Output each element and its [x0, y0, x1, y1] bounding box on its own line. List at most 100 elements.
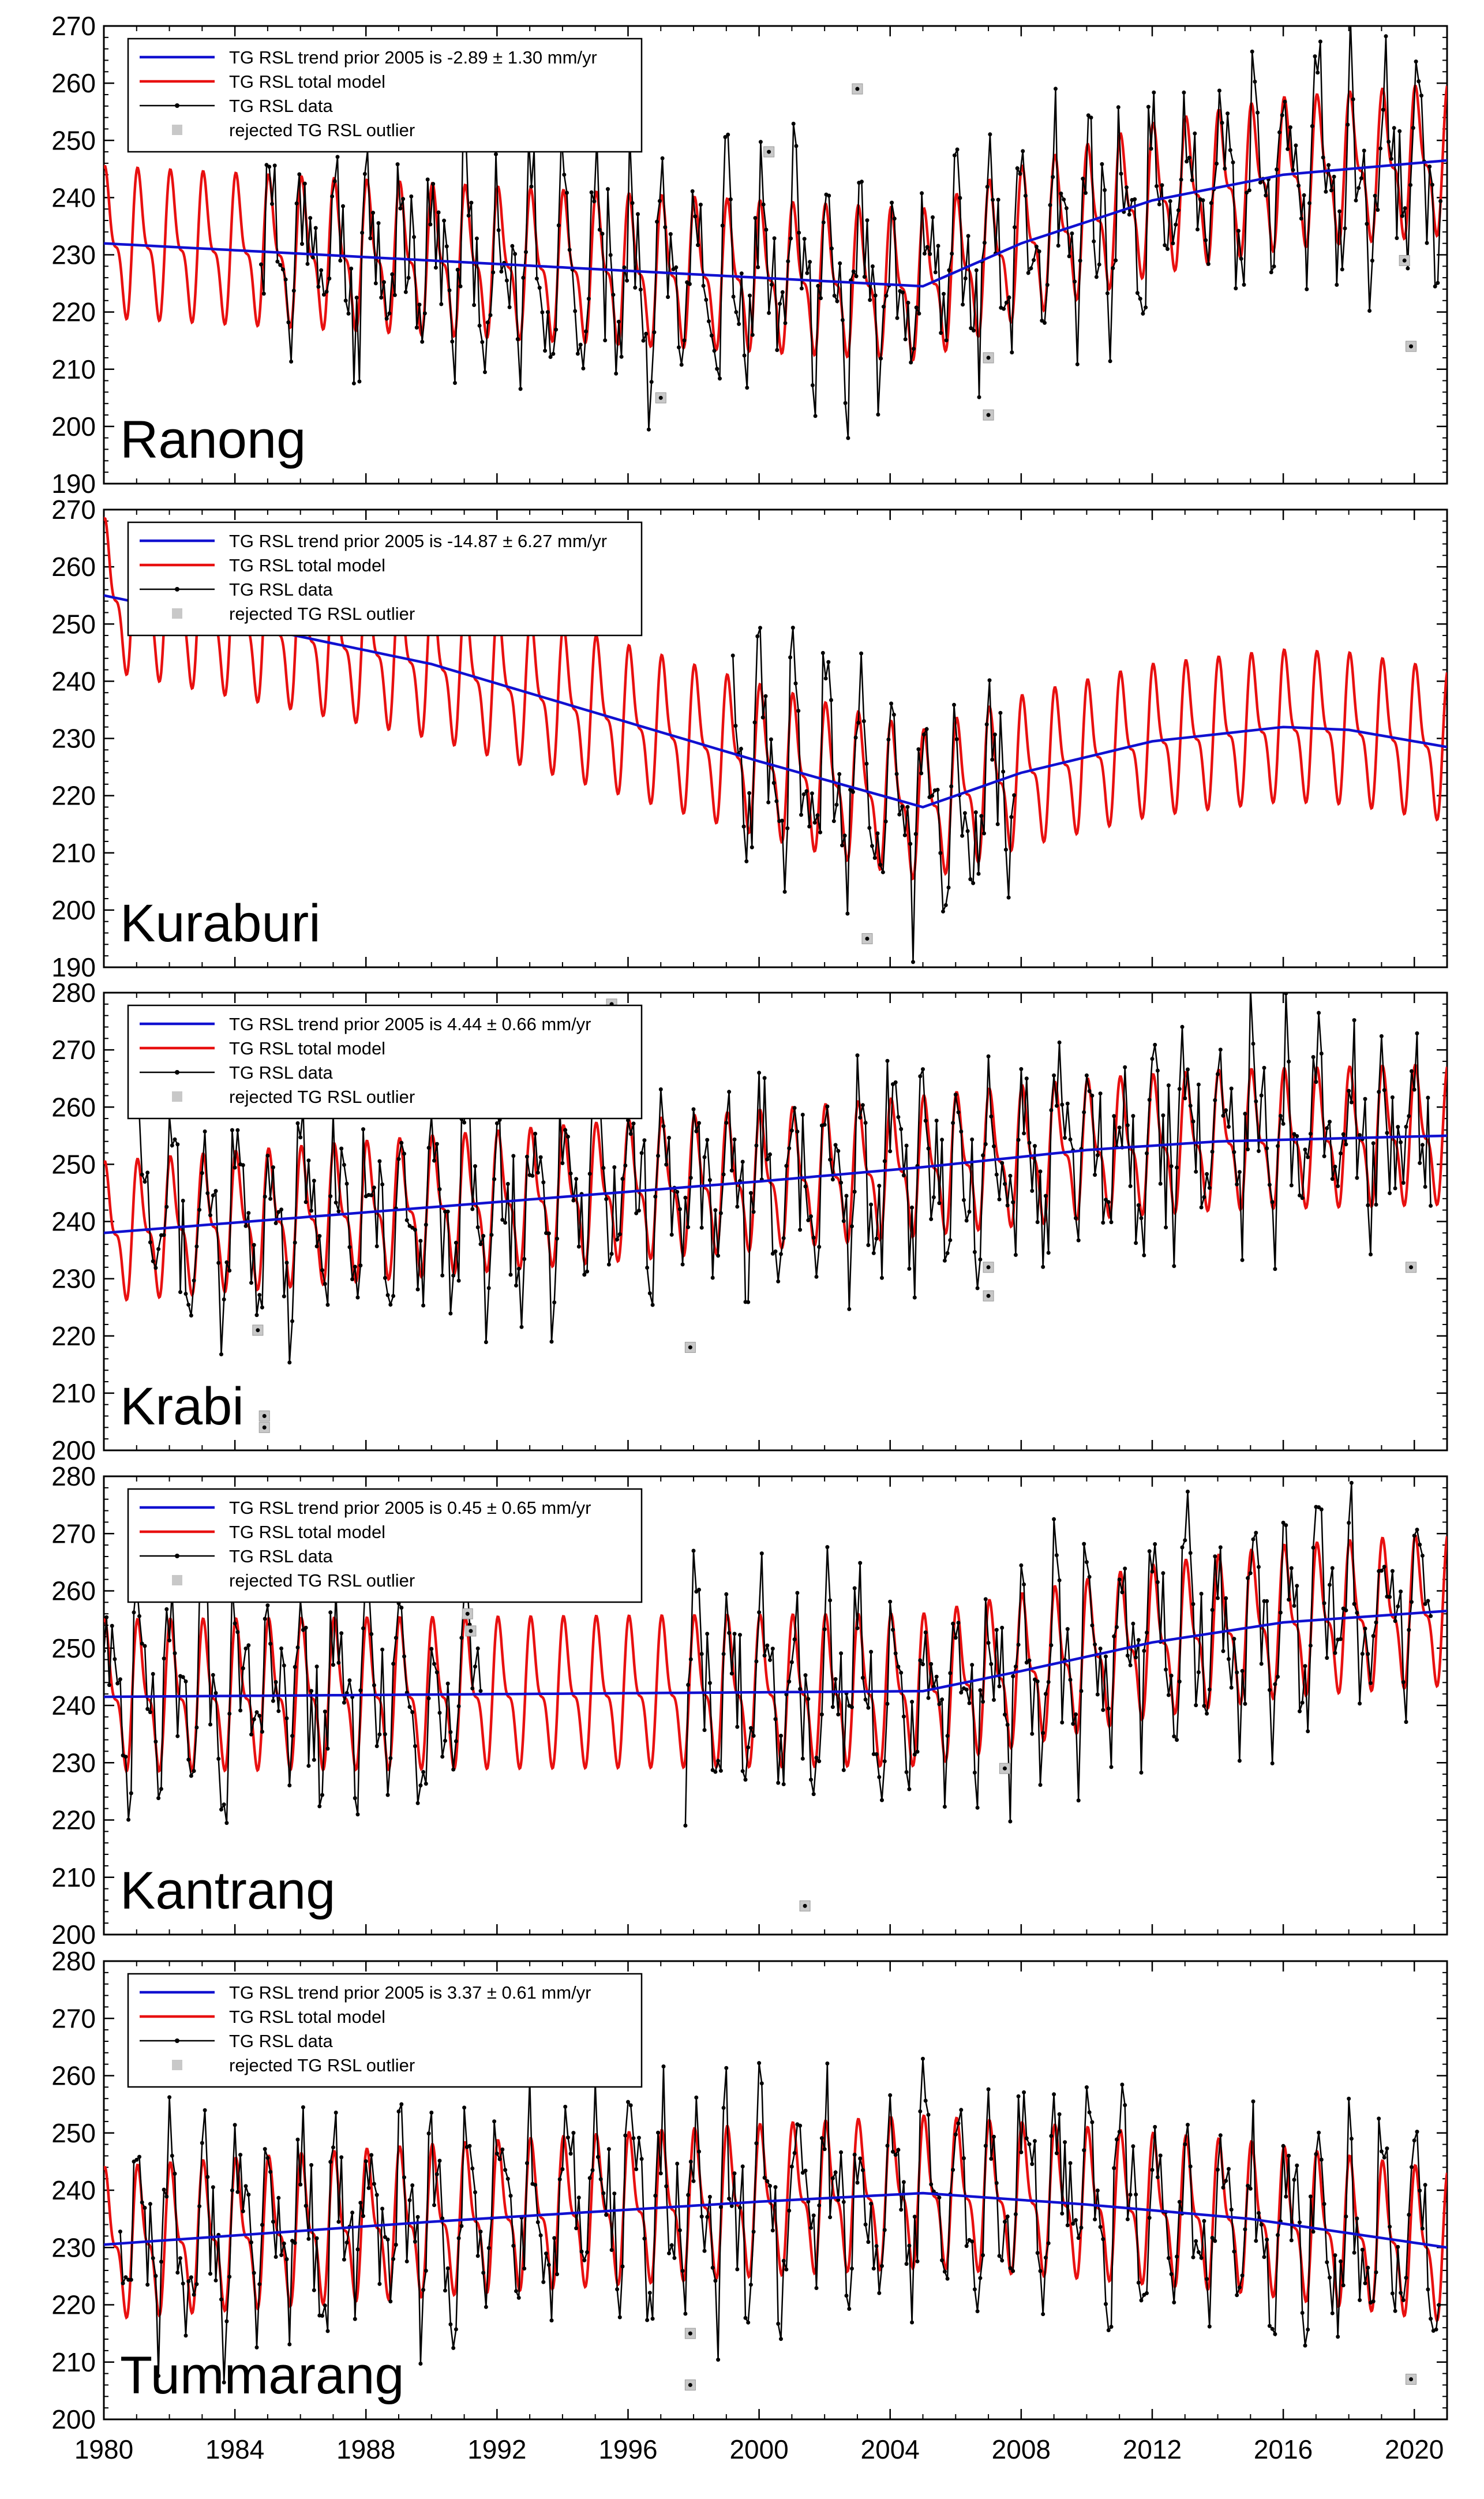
data-point	[1005, 1723, 1010, 1727]
data-point	[687, 282, 692, 286]
data-point	[415, 1287, 420, 1292]
data-point	[279, 1646, 284, 1651]
data-point	[869, 1202, 874, 1207]
data-point	[1213, 1554, 1217, 1559]
data-point	[1022, 2090, 1026, 2094]
data-point	[301, 1628, 305, 1632]
data-point	[1097, 262, 1101, 267]
data-point	[1194, 1703, 1198, 1708]
data-point	[355, 1812, 360, 1817]
data-point	[186, 2279, 191, 2284]
data-point	[213, 1189, 218, 1194]
data-point	[121, 2281, 125, 2285]
data-point	[1215, 162, 1219, 166]
data-point	[1125, 1123, 1130, 1128]
data-point	[852, 1189, 857, 1194]
data-point	[1161, 1571, 1166, 1576]
data-point	[183, 1679, 188, 1684]
data-point	[391, 2257, 396, 2261]
data-point	[203, 1129, 207, 1133]
data-point	[677, 345, 681, 350]
data-point	[937, 1702, 942, 1707]
data-point	[1120, 2082, 1125, 2087]
data-point	[1399, 2291, 1403, 2295]
data-point	[983, 2143, 988, 2148]
data-point	[1388, 1191, 1392, 1195]
data-point	[776, 1780, 781, 1785]
data-point	[683, 2311, 688, 2316]
data-point	[1011, 1674, 1015, 1678]
data-point	[934, 1118, 939, 1123]
data-point	[970, 1137, 975, 1142]
data-point	[1227, 2167, 1231, 2171]
data-point	[860, 1103, 865, 1108]
data-point	[962, 2156, 966, 2160]
data-point	[1139, 1216, 1144, 1221]
data-point	[282, 2241, 286, 2246]
data-point	[1205, 2277, 1209, 2281]
data-point	[1169, 1164, 1174, 1169]
data-point	[399, 2102, 404, 2107]
data-point	[1362, 148, 1366, 153]
data-point	[1131, 1114, 1136, 1118]
data-point	[227, 1269, 232, 1273]
data-point	[1128, 1184, 1133, 1188]
data-point	[746, 1745, 751, 1750]
data-point	[1433, 284, 1437, 289]
data-point	[1145, 1630, 1149, 1635]
data-point	[582, 2258, 587, 2262]
data-point	[360, 230, 365, 235]
data-point	[779, 1252, 783, 1256]
data-point	[880, 1798, 884, 1802]
data-point	[265, 1603, 270, 1608]
data-point	[1074, 1712, 1078, 1716]
data-point	[303, 1625, 308, 1630]
data-point	[298, 1135, 303, 1140]
data-point	[132, 1610, 136, 1615]
data-point	[254, 1313, 259, 1318]
data-point	[981, 1153, 985, 1158]
data-point	[738, 1633, 742, 1637]
data-point	[1243, 2227, 1247, 2232]
data-point	[781, 2258, 786, 2263]
data-point	[407, 2198, 412, 2202]
data-point	[162, 1233, 166, 1237]
data-point	[788, 655, 793, 660]
data-point	[1057, 1040, 1062, 1045]
data-point	[874, 1236, 879, 1241]
data-point	[388, 2299, 393, 2304]
y-tick-label: 220	[51, 1805, 96, 1835]
data-point	[508, 1273, 513, 1277]
data-point	[772, 236, 777, 241]
data-point	[972, 2287, 977, 2292]
data-point	[1251, 1537, 1256, 1542]
data-point	[402, 1654, 406, 1659]
legend-label-outlier: rejected TG RSL outlier	[229, 604, 415, 624]
data-point	[972, 1250, 977, 1254]
data-point	[705, 1632, 710, 1636]
data-point	[358, 2201, 363, 2205]
data-point	[921, 2056, 925, 2061]
data-point	[865, 218, 870, 223]
data-point	[822, 1627, 827, 1632]
data-point	[757, 1071, 762, 1075]
data-point	[764, 227, 769, 232]
data-point	[819, 1712, 824, 1717]
data-point	[276, 2195, 281, 2200]
data-point	[1284, 2194, 1288, 2199]
data-point	[617, 2315, 622, 2320]
data-point	[921, 1662, 925, 1667]
data-point	[680, 2269, 685, 2273]
data-point	[836, 2198, 841, 2202]
data-point	[350, 2210, 355, 2215]
data-point	[979, 814, 984, 818]
data-point	[1355, 2216, 1359, 2221]
data-point	[1390, 1569, 1395, 1573]
data-point	[822, 2147, 827, 2152]
data-point	[858, 1561, 863, 1565]
data-point	[1098, 2225, 1103, 2229]
outlier-point-center	[1002, 1766, 1007, 1771]
data-point	[992, 2134, 996, 2139]
data-point	[366, 2186, 371, 2190]
